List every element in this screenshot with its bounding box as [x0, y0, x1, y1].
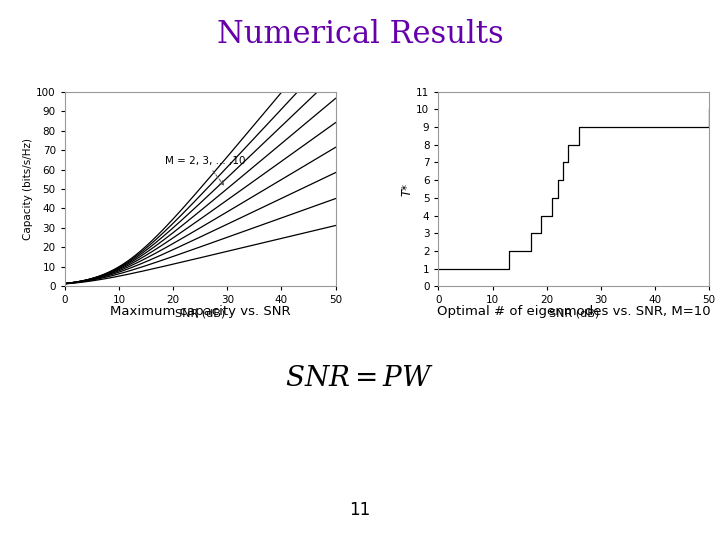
Text: Maximum capacity vs. SNR: Maximum capacity vs. SNR: [110, 305, 290, 318]
Text: 11: 11: [349, 501, 371, 519]
Y-axis label: Capacity (bits/s/Hz): Capacity (bits/s/Hz): [23, 138, 33, 240]
X-axis label: SNR (dB): SNR (dB): [175, 308, 225, 318]
Text: $SNR = PW$: $SNR = PW$: [285, 364, 435, 392]
Y-axis label: T*: T*: [400, 183, 413, 195]
X-axis label: SNR (dB): SNR (dB): [549, 308, 599, 318]
Text: M = 2, 3, ... ,10: M = 2, 3, ... ,10: [165, 156, 246, 185]
Text: Numerical Results: Numerical Results: [217, 19, 503, 50]
Text: Optimal # of eigenmodes vs. SNR, M=10: Optimal # of eigenmodes vs. SNR, M=10: [437, 305, 711, 318]
